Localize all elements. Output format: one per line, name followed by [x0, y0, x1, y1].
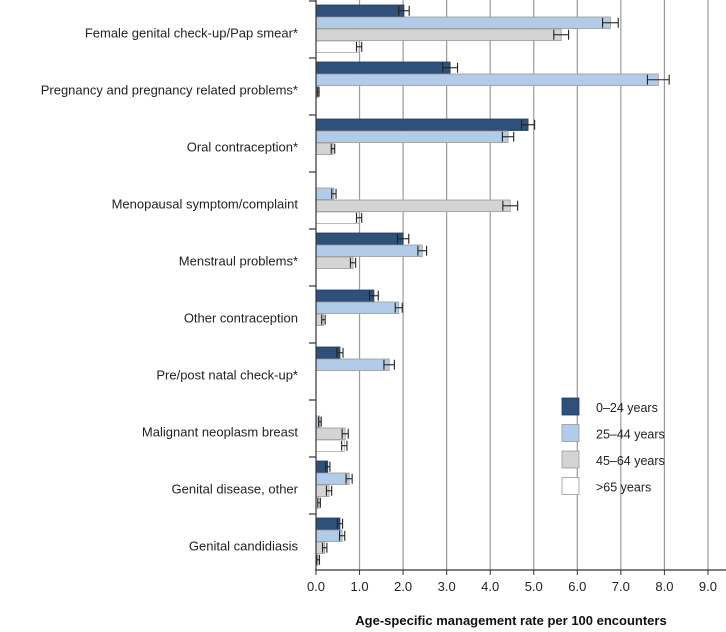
error-bar — [398, 5, 410, 16]
bar-0-2 — [315, 118, 529, 131]
category-label: Pregnancy and pregnancy related problems… — [41, 83, 298, 98]
x-tick-label: 4.0 — [481, 579, 499, 594]
bar-0-4 — [315, 232, 404, 245]
bar-3-3 — [315, 211, 360, 224]
bar-0-9 — [315, 517, 341, 530]
bar-1-6 — [315, 358, 390, 371]
error-bar — [383, 359, 395, 370]
legend-swatch-0 — [561, 397, 580, 416]
bar-0-0 — [315, 4, 405, 17]
x-tick-label: 6.0 — [568, 579, 586, 594]
gridlines — [358, 0, 709, 570]
bar-1-4 — [315, 244, 423, 257]
error-bar — [330, 143, 336, 154]
error-bar — [331, 188, 337, 199]
category-label: Menopausal symptom/complaint — [112, 197, 299, 212]
error-bar — [325, 461, 331, 472]
error-bar — [316, 86, 320, 97]
error-bar — [338, 530, 346, 541]
bar-1-2 — [315, 130, 509, 143]
error-bar — [369, 290, 379, 301]
error-bar — [553, 29, 570, 40]
bar-1-5 — [315, 301, 400, 314]
category-label: Menstraul problems* — [179, 254, 298, 269]
bar-2-7 — [315, 427, 346, 440]
error-bar — [442, 62, 459, 73]
error-bar — [345, 473, 353, 484]
category-label: Oral contraception* — [187, 140, 298, 155]
x-tick-label: 1.0 — [351, 579, 369, 594]
category-label: Genital disease, other — [172, 482, 299, 497]
bar-0-5 — [315, 289, 375, 302]
bar-2-0 — [315, 28, 562, 41]
error-bar — [341, 428, 349, 439]
error-bar — [646, 74, 670, 85]
x-tick-labels: 0.0 1.0 2.0 3.0 4.0 5.0 6.0 7.0 8.0 9.0 — [307, 579, 717, 594]
error-bar — [341, 440, 348, 451]
x-tick-label: 9.0 — [699, 579, 717, 594]
error-bar — [317, 497, 321, 508]
error-bar — [417, 245, 428, 256]
legend: 0–24 years 25–44 years 45–64 years >65 year… — [561, 397, 665, 495]
category-label: Pre/post natal check-up* — [156, 368, 298, 383]
error-bar — [394, 302, 403, 313]
error-bar — [396, 233, 410, 244]
category-label: Female genital check-up/Pap smear* — [85, 26, 298, 41]
error-bar — [349, 257, 357, 268]
bar-1-9 — [315, 529, 343, 542]
category-label: Malignant neoplasm breast — [142, 425, 298, 440]
x-tick-label: 5.0 — [525, 579, 543, 594]
error-bar — [502, 200, 519, 211]
error-bar — [602, 17, 619, 28]
category-labels: Female genital check-up/Pap smear* Pregna… — [41, 26, 299, 554]
legend-swatch-1 — [561, 424, 580, 442]
legend-swatch-3 — [561, 477, 580, 495]
error-bar — [336, 347, 344, 358]
x-tick-label: 7.0 — [612, 579, 630, 594]
error-bar — [316, 554, 321, 565]
legend-label: 0–24 years — [596, 401, 658, 415]
error-bar — [336, 518, 344, 529]
x-axis-title: Age-specific management rate per 100 enc… — [355, 613, 666, 628]
legend-label: >65 years — [596, 481, 651, 495]
x-tick-label: 0.0 — [307, 579, 325, 594]
error-bar — [355, 212, 363, 223]
bar-1-0 — [315, 16, 611, 29]
error-bar — [321, 314, 326, 325]
bar-0-1 — [315, 61, 451, 74]
bar-3-0 — [315, 40, 360, 53]
bar-1-8 — [315, 472, 350, 485]
bar-2-4 — [315, 256, 354, 269]
bars-layer — [315, 4, 670, 566]
legend-label: 25–44 years — [596, 428, 665, 442]
error-bar — [355, 41, 363, 52]
bar-3-7 — [315, 439, 345, 452]
error-bar — [318, 416, 322, 427]
error-bar — [521, 119, 536, 130]
x-tick-label: 3.0 — [438, 579, 456, 594]
legend-swatch-2 — [561, 450, 580, 469]
error-bar — [325, 485, 333, 496]
axes — [309, 0, 726, 575]
bar-1-1 — [315, 73, 659, 86]
error-bar — [321, 542, 328, 553]
x-tick-label: 8.0 — [655, 579, 673, 594]
x-tick-label: 2.0 — [394, 579, 412, 594]
category-label: Genital candidiasis — [189, 539, 299, 554]
error-bar — [501, 131, 515, 142]
bar-2-2 — [315, 142, 334, 155]
legend-label: 45–64 years — [596, 454, 665, 468]
category-label: Other contraception — [184, 311, 298, 326]
bar-2-3 — [315, 199, 511, 212]
